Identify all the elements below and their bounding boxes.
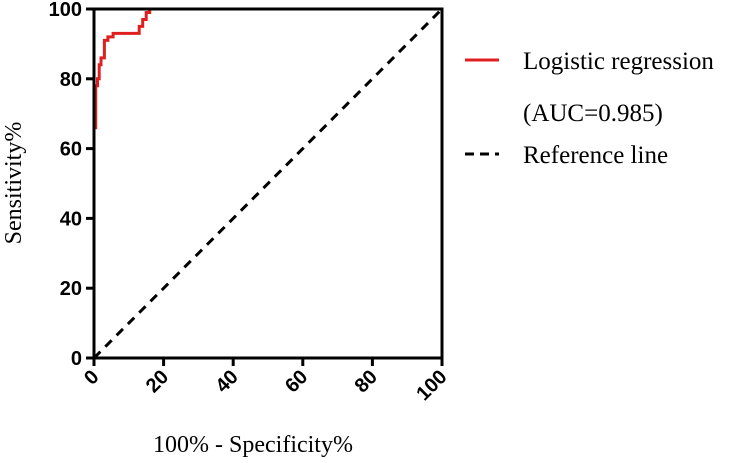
y-tick-label: 80 [60,69,82,91]
y-tick-label: 0 [71,348,82,370]
roc-curve-line [92,7,442,358]
x-tick-label: 20 [142,366,173,397]
x-tick-label: 0 [80,366,103,389]
legend-label: (AUC=0.985) [523,100,663,127]
y-tick-label: 20 [60,278,82,300]
legend-label: Reference line [523,142,668,169]
y-axis-title: Sensitivity% [1,122,27,245]
x-tick-label: 40 [211,366,242,397]
x-tick-label: 60 [281,366,312,397]
x-axis-title: 100% - Specificity% [153,432,353,458]
x-tick-label: 100 [412,366,451,405]
plot-frame [92,7,444,360]
y-tick-label: 60 [60,139,82,161]
y-tick-label: 100 [49,0,82,21]
y-tick-label: 40 [60,208,82,230]
x-tick-label: 80 [351,366,382,397]
legend-label: Logistic regression [523,48,714,75]
reference-line [92,7,444,360]
